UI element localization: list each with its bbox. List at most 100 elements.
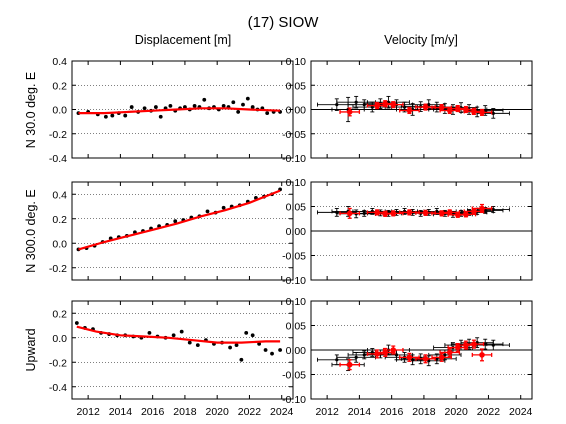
red-marker: [479, 205, 485, 212]
data-point: [171, 333, 176, 338]
y-tick-label: 0.4: [52, 56, 67, 68]
data-point: [250, 105, 255, 109]
row-label-north30: N 30.0 deg. E: [24, 72, 38, 148]
red-marker: [346, 109, 353, 115]
data-point: [202, 97, 207, 102]
data-point: [192, 103, 197, 108]
x-tick-label: 2020: [445, 406, 469, 418]
data-point: [231, 100, 236, 105]
red-marker: [346, 361, 353, 368]
data-point: [236, 110, 241, 114]
data-point: [270, 351, 274, 356]
y-tick-label: -0.05: [282, 370, 306, 382]
y-tick-label: 0.2: [52, 80, 67, 92]
data-point: [103, 114, 108, 119]
y-tick-label: 0.05: [286, 202, 307, 214]
data-point: [110, 113, 115, 118]
y-tick-label: -0.2: [49, 357, 67, 369]
data-point: [205, 209, 210, 214]
data-point: [354, 100, 358, 104]
panel-velocity-north300: 0.10 0.05 0.00 -0.05 -0.10: [282, 177, 533, 287]
row-label-upward: Upward: [24, 328, 38, 371]
x-tick-label: 2018: [173, 406, 197, 418]
data-point: [245, 96, 250, 101]
axes-frame: [71, 60, 294, 159]
data-point: [147, 330, 152, 335]
axes-frame: [310, 60, 533, 159]
data-point: [370, 105, 374, 109]
x-tick-label: 2022: [238, 406, 262, 418]
x-tick-label: 2016: [380, 406, 404, 418]
red-marker: [390, 101, 397, 108]
x-tick-label: 2024: [270, 406, 294, 418]
velocity-column-title: Velocity [m/y]: [384, 33, 458, 47]
red-marker: [479, 109, 485, 116]
data-point: [263, 348, 268, 352]
x-tick-label: 2014: [109, 406, 133, 418]
red-marker: [471, 341, 477, 347]
red-marker: [390, 210, 397, 217]
red-marker: [390, 347, 397, 353]
y-tick-label: -0.4: [49, 382, 67, 394]
axes-frame: [71, 300, 294, 400]
data-point: [142, 106, 147, 111]
red-marker: [422, 356, 429, 362]
x-tick-label: 2022: [477, 406, 501, 418]
data-point: [168, 103, 173, 108]
data-point: [187, 340, 192, 345]
y-tick-label: -0.2: [49, 263, 67, 275]
y-tick-label: 0.00: [286, 105, 307, 117]
data-point: [158, 114, 163, 119]
data-point: [221, 103, 226, 108]
y-tick-label: 0.0: [52, 333, 67, 345]
y-tick-label: 0.00: [286, 226, 307, 238]
red-marker: [422, 104, 429, 110]
data-point: [257, 341, 262, 346]
data-point: [228, 345, 232, 350]
y-tick-label: -0.10: [282, 394, 306, 406]
y-tick-label: -0.10: [282, 153, 306, 165]
panel-displacement-north30: 0.4 0.2 0.0 -0.2 -0.4: [49, 56, 294, 165]
y-tick-label: -0.05: [282, 129, 306, 141]
y-tick-label: -0.4: [49, 153, 67, 165]
data-point: [234, 343, 239, 347]
data-point: [173, 219, 178, 224]
y-tick-label: 0.10: [286, 56, 307, 68]
x-tick-label: 2012: [76, 406, 100, 418]
data-point: [250, 333, 255, 338]
data-point: [443, 353, 447, 357]
red-marker: [346, 210, 353, 217]
y-tick-label: 0.2: [52, 214, 67, 226]
y-tick-label: 0.05: [286, 80, 307, 92]
y-tick-label: 0.05: [286, 321, 307, 333]
red-marker: [422, 210, 429, 216]
y-tick-label: 0.10: [286, 177, 307, 189]
x-tick-label: 2020: [206, 406, 230, 418]
axes-frame: [310, 300, 533, 400]
data-point: [244, 330, 249, 335]
red-marker: [406, 209, 413, 216]
y-tick-label: 0.0: [52, 238, 67, 250]
x-tick-label: 2024: [509, 406, 533, 418]
panel-velocity-north30: 0.10 0.05 0.00 -0.05 -0.10: [282, 56, 533, 165]
y-tick-label: 0.10: [286, 296, 307, 308]
data-point: [491, 111, 495, 115]
data-point: [239, 357, 244, 362]
y-tick-label: 0.0: [52, 105, 67, 117]
trend-line: [78, 189, 281, 251]
figure-title: (17) SIOW: [248, 14, 320, 31]
red-marker: [446, 349, 453, 356]
data-point: [394, 353, 399, 357]
y-tick-label: 0.00: [286, 345, 307, 357]
panel-displacement-upward: 0.2 0.0 -0.2 -0.4 2012 2014 2016 2018 2020 2022 20…: [49, 300, 294, 418]
trend-line: [76, 325, 281, 344]
panel-velocity-upward: 0.10 0.05 0.00 -0.05 -0.10 2012 2014 2016 2018 20…: [282, 296, 532, 418]
y-tick-label: -0.10: [282, 275, 306, 287]
red-marker: [479, 352, 485, 358]
data-point: [241, 102, 245, 107]
data-point: [335, 358, 339, 362]
data-point: [195, 343, 200, 347]
y-tick-label: 0.4: [52, 189, 67, 201]
y-tick-label: 0.2: [52, 308, 67, 320]
plot-area: 0.40.20.0-0.2-0.40.100.050.00-0.05-0.100…: [49, 56, 533, 418]
